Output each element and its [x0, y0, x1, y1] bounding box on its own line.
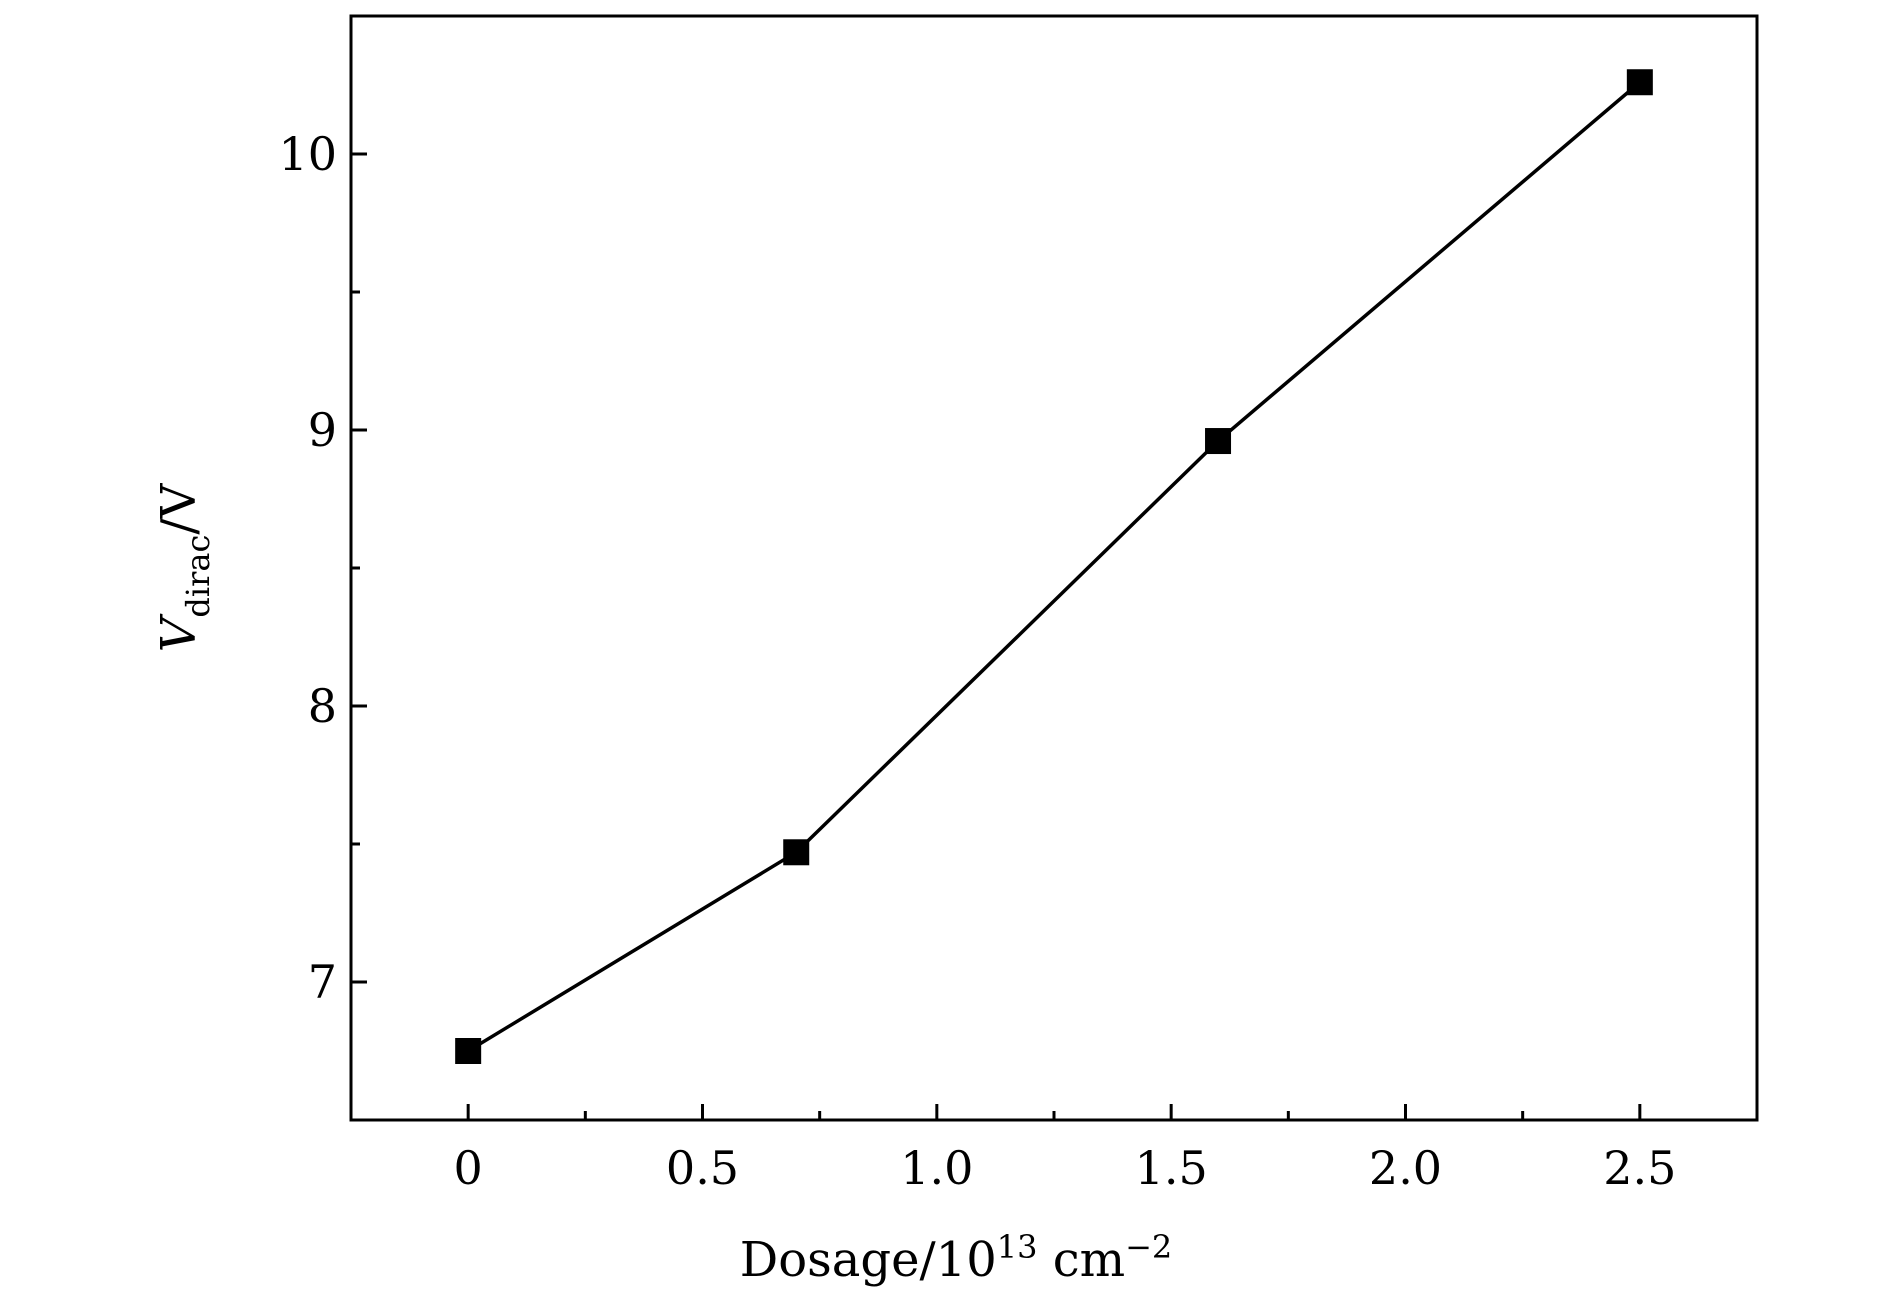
- data-point-0-1: [783, 839, 810, 866]
- y-tick-label-2: 9: [308, 403, 337, 457]
- series-group: [455, 69, 1653, 1064]
- data-point-0-2: [1205, 428, 1232, 455]
- x-tick-label-1: 0.5: [666, 1141, 739, 1195]
- data-point-0-3: [1626, 69, 1653, 96]
- y-tick-label-0: 7: [308, 955, 337, 1009]
- x-axis-title: Dosage/1013 cm−2: [740, 1228, 1173, 1288]
- x-axis-ticks: 0 0.5 1.0 1.5 2.0 2.5: [454, 1104, 1676, 1195]
- y-axis-ticks: 7 8 9 10: [278, 127, 367, 1009]
- x-tick-label-2: 1.0: [900, 1141, 973, 1195]
- x-tick-label-4: 2.0: [1369, 1141, 1442, 1195]
- x-tick-label-5: 2.5: [1603, 1141, 1676, 1195]
- y-tick-label-1: 8: [308, 679, 337, 733]
- series-line-0: [467, 80, 1641, 1053]
- y-tick-label-3: 10: [278, 127, 337, 181]
- data-point-0-0: [455, 1038, 482, 1064]
- x-tick-label-3: 1.5: [1135, 1141, 1208, 1195]
- y-axis-title: Vdirac/V: [151, 482, 217, 652]
- x-tick-label-0: 0: [454, 1141, 483, 1195]
- plot-frame: [349, 14, 1759, 1122]
